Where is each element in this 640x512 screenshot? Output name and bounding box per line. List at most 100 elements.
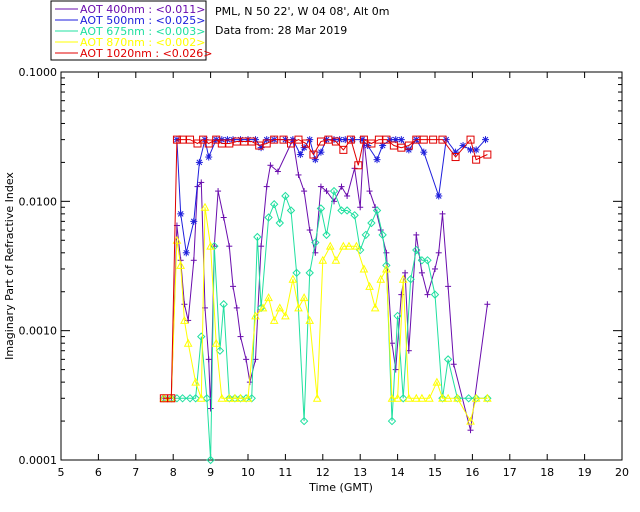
data-point — [197, 332, 206, 341]
data-point — [281, 191, 290, 201]
data-point — [425, 393, 434, 402]
data-point — [398, 291, 405, 298]
data-point — [402, 269, 409, 276]
data-point — [367, 218, 376, 228]
data-point — [236, 393, 245, 402]
legend: AOT 400nm : <0.011> AOT 500nm : <0.025> … — [50, 0, 213, 61]
data-point — [382, 264, 391, 273]
data-point — [445, 283, 452, 290]
data-point — [317, 148, 325, 156]
data-point — [172, 135, 181, 144]
x-tick-label: 16 — [465, 466, 479, 479]
data-point — [205, 153, 213, 161]
data-point — [251, 311, 260, 320]
data-point — [305, 315, 315, 324]
data-point — [311, 156, 319, 164]
data-point — [230, 393, 240, 402]
data-point — [344, 192, 351, 199]
data-point — [424, 291, 431, 298]
series-line-0 — [163, 137, 488, 431]
data-point — [215, 346, 225, 355]
x-tick-label: 12 — [316, 466, 330, 479]
data-point — [233, 304, 240, 311]
data-point — [191, 394, 200, 403]
series-3 — [159, 202, 492, 425]
legend-label-1: AOT 500nm : <0.025> — [80, 14, 206, 27]
data-point — [176, 260, 186, 269]
data-point — [243, 356, 250, 363]
data-point — [329, 186, 339, 196]
data-point — [183, 338, 193, 347]
x-tick-label: 10 — [241, 466, 255, 479]
data-point — [405, 146, 413, 154]
x-tick-label: 5 — [58, 466, 65, 479]
data-point — [378, 230, 387, 240]
data-point — [346, 135, 355, 144]
data-point — [453, 393, 462, 402]
data-point — [466, 416, 475, 425]
data-point — [299, 293, 309, 302]
data-point — [420, 148, 428, 156]
data-point — [451, 153, 460, 162]
data-point — [180, 315, 189, 324]
data-point — [418, 269, 425, 276]
data-point — [361, 230, 371, 240]
data-point — [292, 268, 301, 278]
data-point — [423, 256, 432, 265]
data-point — [295, 171, 302, 178]
x-axis-title: Time (GMT) — [308, 481, 373, 494]
data-point — [393, 393, 402, 402]
data-point — [296, 151, 304, 159]
data-point — [301, 139, 310, 148]
data-point — [484, 301, 491, 308]
data-point — [417, 256, 427, 265]
y-tick-label: 0.1000 — [19, 66, 58, 79]
data-point — [443, 393, 453, 402]
data-point — [269, 200, 279, 209]
y-tick-label: 0.0100 — [19, 195, 58, 208]
data-point — [464, 394, 473, 403]
data-point — [305, 268, 314, 278]
data-point — [317, 183, 324, 190]
data-point — [230, 283, 237, 290]
data-point — [288, 274, 298, 283]
data-point — [398, 274, 408, 283]
data-point — [300, 144, 308, 152]
x-tick-label: 19 — [578, 466, 592, 479]
data-point — [269, 315, 279, 324]
data-point — [215, 188, 222, 195]
data-point — [344, 241, 354, 250]
data-point — [373, 156, 381, 164]
data-point — [339, 145, 348, 154]
data-point — [376, 274, 386, 283]
data-point — [299, 416, 309, 426]
data-point — [226, 243, 233, 250]
series-line-2 — [163, 189, 488, 461]
data-point — [267, 162, 274, 169]
data-point — [399, 394, 408, 403]
data-point — [397, 136, 405, 144]
x-tick-label: 17 — [503, 466, 517, 479]
legend-entry-4: AOT 1020nm : <0.026> — [55, 47, 213, 60]
data-point — [331, 137, 340, 146]
data-point — [263, 183, 270, 190]
data-point — [439, 210, 446, 217]
data-point — [190, 257, 197, 264]
data-point — [432, 377, 442, 386]
x-tick-label: 13 — [353, 466, 367, 479]
data-point — [205, 356, 212, 363]
data-point — [323, 188, 330, 195]
data-point — [393, 311, 402, 321]
data-point — [483, 150, 492, 159]
data-point — [224, 393, 234, 402]
y-tick-label: 0.0010 — [19, 325, 58, 338]
x-tick-label: 18 — [540, 466, 554, 479]
data-point — [253, 232, 262, 242]
data-point — [275, 303, 285, 312]
data-point — [322, 230, 331, 240]
plot-frame — [60, 71, 623, 461]
data-point — [438, 135, 447, 144]
data-point — [417, 393, 427, 402]
data-point — [286, 206, 296, 215]
data-point — [243, 393, 253, 402]
